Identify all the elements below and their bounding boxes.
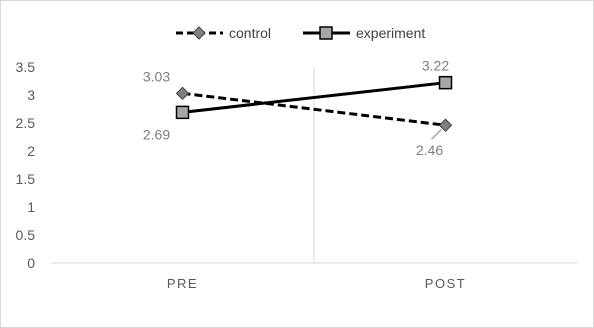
legend-marker-control [192,26,206,40]
y-tick-label: 1.5 [16,171,36,187]
series-control [175,86,453,132]
legend-item-control: control [176,25,271,41]
data-point-control [438,118,453,132]
y-tick-label: 1 [27,199,35,215]
series-line-control [182,91,446,127]
series-experiment [175,75,453,120]
data-label-control: 2.46 [416,142,443,158]
series-line-experiment [182,81,446,114]
data-point-experiment [438,75,453,90]
data-point-control [175,86,190,101]
legend: control experiment [176,25,425,41]
x-tick-label: PRE [167,276,198,291]
y-tick-label: 0.5 [16,227,36,243]
y-tick-label: 3 [27,87,35,103]
y-tick-label: 3.5 [16,59,36,75]
legend-marker-experiment [319,26,333,40]
y-tick-label: 2.5 [16,115,36,131]
data-point-experiment [175,105,190,120]
legend-item-experiment: experiment [303,25,425,41]
y-tick-label: 2 [27,143,35,159]
x-axis-tick-labels: PRE POST [167,276,466,291]
data-label-experiment: 2.69 [143,126,170,142]
x-tick-label: POST [425,276,466,291]
legend-label-control: control [229,25,271,41]
plot-area: 3.03 2.46 2.69 3.22 [51,58,577,264]
legend-label-experiment: experiment [356,25,425,41]
y-tick-label: 0 [27,255,35,271]
y-axis-tick-labels: 0 0.5 1 1.5 2 2.5 3 3.5 [16,59,36,271]
data-label-experiment: 3.22 [422,58,449,74]
data-label-control: 3.03 [143,68,170,84]
data-label-leader-line [430,128,443,140]
